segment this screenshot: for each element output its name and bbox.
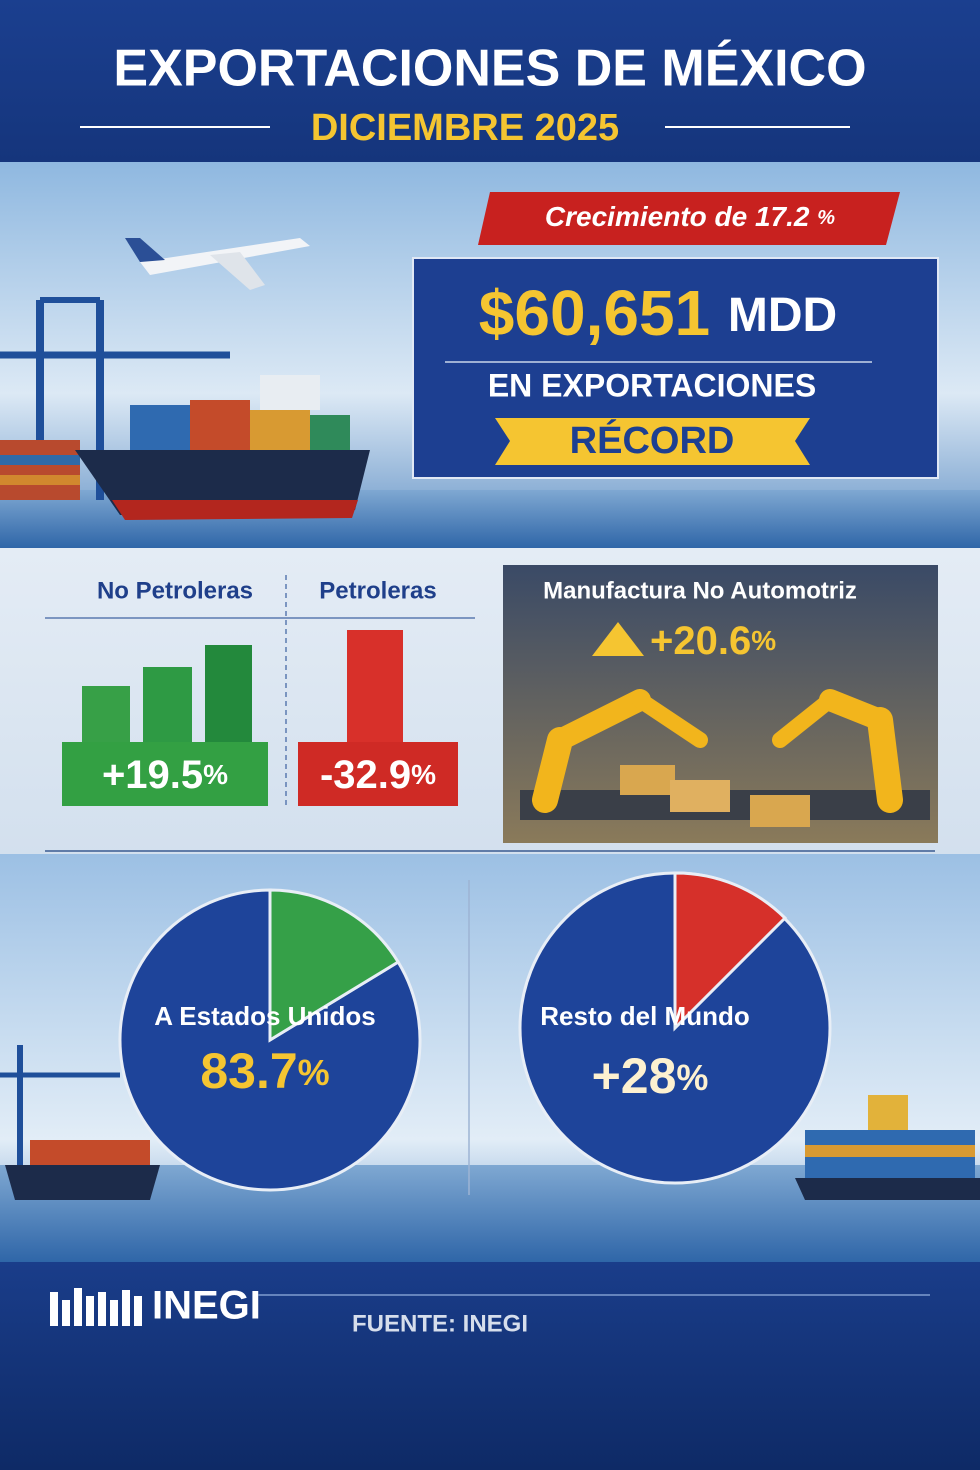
ship bbox=[75, 375, 370, 520]
segment-label: Petroleras bbox=[319, 577, 436, 604]
change-value: +28 bbox=[592, 1048, 677, 1104]
ship-right-part bbox=[795, 1178, 980, 1200]
manufacturing-text: +20.6% bbox=[650, 619, 776, 663]
containers-stack-part bbox=[0, 440, 80, 500]
logo-mark-part bbox=[74, 1288, 82, 1326]
amount-text: $60,651 MDD bbox=[479, 277, 837, 349]
growth-text: Crecimiento de 17.2 % bbox=[545, 201, 835, 232]
icon-bar bbox=[82, 686, 130, 746]
box bbox=[620, 765, 675, 795]
ship-right bbox=[795, 1095, 980, 1200]
box bbox=[670, 780, 730, 812]
pie-chart bbox=[118, 888, 422, 1192]
share-value: 83.7 bbox=[200, 1043, 297, 1099]
change-unit: % bbox=[411, 759, 436, 790]
destination-label: Resto del Mundo bbox=[540, 1001, 749, 1031]
change-box bbox=[62, 742, 268, 806]
robot-arm-part bbox=[819, 689, 891, 731]
ship-part bbox=[130, 405, 190, 450]
footer-bg bbox=[0, 1262, 980, 1470]
logo-mark-part bbox=[122, 1290, 130, 1326]
badge: RÉCORD bbox=[570, 418, 735, 462]
logo-mark-part bbox=[86, 1296, 94, 1326]
change-unit: % bbox=[676, 1057, 708, 1098]
up-triangle bbox=[592, 622, 644, 656]
manufacturing-label: Manufactura No Automotriz bbox=[543, 577, 857, 604]
change-text: +19.5% bbox=[102, 753, 228, 797]
caption: EN EXPORTACIONES bbox=[488, 367, 816, 403]
airplane-part bbox=[210, 252, 265, 290]
change-value: +19.5 bbox=[102, 753, 203, 797]
box bbox=[750, 795, 810, 827]
ship-right-part bbox=[868, 1095, 908, 1130]
badge-ribbon bbox=[495, 418, 810, 465]
ship-part bbox=[260, 375, 320, 410]
logo-mark-part bbox=[134, 1296, 142, 1326]
manufacturing-change: +20.6 bbox=[650, 619, 751, 663]
ship-part bbox=[190, 400, 250, 450]
ship-part bbox=[75, 450, 370, 515]
robot-arm-part bbox=[549, 689, 651, 751]
containers-stack bbox=[0, 440, 80, 500]
ship-left bbox=[0, 1045, 160, 1200]
subtitle: DICIEMBRE 2025 bbox=[311, 107, 619, 149]
ship-part bbox=[250, 410, 310, 450]
airplane bbox=[125, 238, 310, 290]
pie-slice bbox=[268, 888, 401, 1043]
change-unit: % bbox=[203, 759, 228, 790]
robot-arm bbox=[532, 689, 903, 813]
pie-slice bbox=[673, 871, 788, 1032]
amount-unit: MDD bbox=[728, 289, 837, 342]
icon-bar bbox=[347, 630, 403, 746]
growth-value: 17.2 bbox=[755, 201, 810, 232]
ship-right-part bbox=[805, 1145, 975, 1157]
logo-text: INEGI bbox=[152, 1284, 261, 1328]
logo-mark-part bbox=[110, 1300, 118, 1326]
source: FUENTE: INEGI bbox=[352, 1310, 528, 1337]
segment-label: No Petroleras bbox=[97, 577, 253, 604]
manufacturing-unit: % bbox=[751, 625, 776, 656]
icon-bar bbox=[205, 645, 252, 746]
header-bg bbox=[0, 0, 980, 162]
robot-arm-part bbox=[772, 692, 838, 748]
ship-left-part bbox=[5, 1165, 160, 1200]
robot-arm-part bbox=[632, 692, 708, 748]
amount: $60,651 bbox=[479, 277, 710, 349]
logo-mark bbox=[50, 1288, 142, 1326]
share-unit: % bbox=[298, 1052, 330, 1093]
destination-share: 83.7% bbox=[200, 1043, 329, 1099]
containers-stack-part bbox=[0, 475, 80, 485]
icon-bar bbox=[143, 667, 192, 746]
growth-label: Crecimiento de bbox=[545, 201, 747, 232]
change-box bbox=[298, 742, 458, 806]
title: EXPORTACIONES DE MÉXICO bbox=[113, 40, 866, 98]
growth-banner bbox=[478, 192, 900, 245]
robot-arm-part bbox=[867, 707, 903, 813]
ship-part bbox=[310, 415, 350, 450]
change-text: -32.9% bbox=[320, 753, 436, 797]
destination-label: A Estados Unidos bbox=[154, 1001, 376, 1031]
pie-slice bbox=[118, 888, 422, 1192]
airplane-part bbox=[125, 238, 165, 262]
growth-unit: % bbox=[817, 207, 835, 229]
ship-part bbox=[112, 500, 358, 520]
logo-mark-part bbox=[62, 1300, 70, 1326]
logo-mark-part bbox=[50, 1292, 58, 1326]
containers-stack-part bbox=[0, 455, 80, 465]
logo-mark-part bbox=[98, 1292, 106, 1326]
destination-change: +28% bbox=[592, 1048, 709, 1104]
change-value: -32.9 bbox=[320, 753, 411, 797]
